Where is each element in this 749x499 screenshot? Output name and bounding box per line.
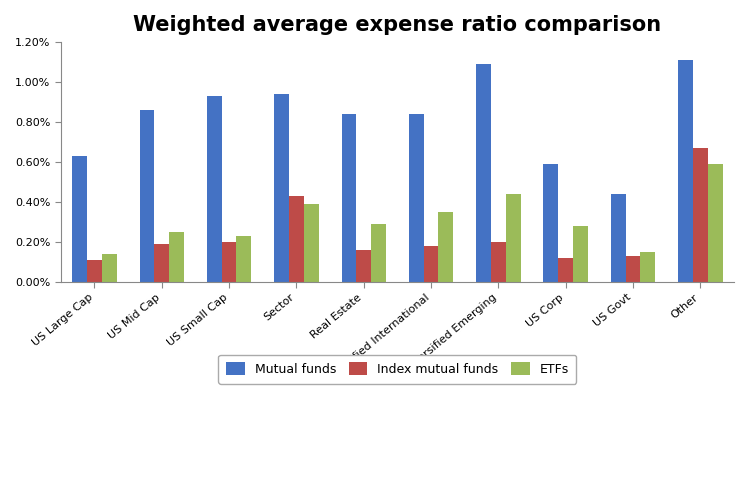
Bar: [87, 259, 102, 281]
Bar: [139, 110, 154, 281]
Bar: [102, 253, 117, 281]
Bar: [573, 226, 588, 281]
Bar: [372, 224, 386, 281]
Bar: [304, 204, 318, 281]
Bar: [491, 242, 506, 281]
Bar: [640, 251, 655, 281]
Bar: [558, 257, 573, 281]
Bar: [424, 246, 438, 281]
Title: Weighted average expense ratio comparison: Weighted average expense ratio compariso…: [133, 15, 661, 35]
Bar: [708, 164, 723, 281]
Bar: [693, 148, 708, 281]
Bar: [222, 242, 237, 281]
Bar: [438, 212, 453, 281]
Bar: [274, 94, 289, 281]
Bar: [207, 96, 222, 281]
Bar: [342, 114, 357, 281]
Bar: [625, 255, 640, 281]
Bar: [357, 250, 372, 281]
Bar: [409, 114, 424, 281]
Bar: [544, 164, 558, 281]
Bar: [169, 232, 184, 281]
Legend: Mutual funds, Index mutual funds, ETFs: Mutual funds, Index mutual funds, ETFs: [219, 355, 577, 384]
Bar: [289, 196, 304, 281]
Bar: [72, 156, 87, 281]
Bar: [154, 244, 169, 281]
Bar: [237, 236, 252, 281]
Bar: [610, 194, 625, 281]
Bar: [678, 60, 693, 281]
Bar: [506, 194, 521, 281]
Bar: [476, 64, 491, 281]
